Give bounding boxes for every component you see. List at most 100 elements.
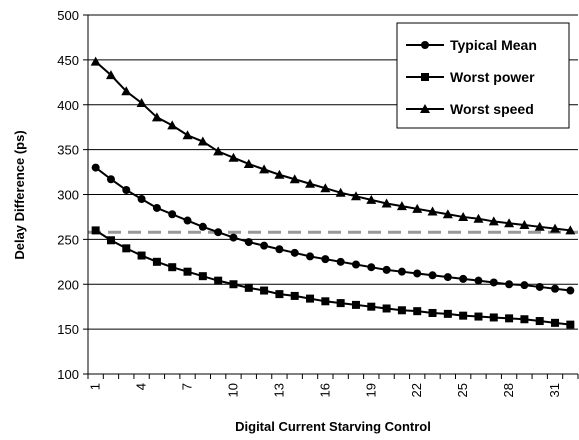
y-tick-label: 400 <box>57 98 79 113</box>
legend: Typical Mean Worst power Worst speed <box>396 22 570 129</box>
y-axis-ticks: 100 150 200 250 300 350 400 450 500 <box>57 8 88 382</box>
data-point-worst-power <box>244 283 253 292</box>
data-point-worst-power <box>306 294 315 303</box>
data-point-typical-mean <box>183 216 192 225</box>
data-point-worst-speed <box>427 206 438 216</box>
x-axis-ticks: 1 4 7 10 13 16 19 22 25 28 31 <box>87 374 579 397</box>
data-point-worst-speed <box>366 194 377 204</box>
data-point-typical-mean <box>566 286 575 295</box>
x-tick-label: 16 <box>317 383 332 397</box>
data-point-worst-power <box>428 308 437 317</box>
data-point-worst-power <box>443 309 452 318</box>
x-tick-label: 7 <box>180 383 195 390</box>
y-tick-label: 300 <box>57 188 79 203</box>
data-point-worst-power <box>290 291 299 300</box>
data-point-typical-mean <box>428 271 437 280</box>
legend-marker-worst-power <box>421 73 429 81</box>
y-tick-label: 450 <box>57 53 79 68</box>
data-point-typical-mean <box>459 274 468 283</box>
legend-label-typical-mean: Typical Mean <box>450 37 537 53</box>
data-point-worst-power <box>152 257 161 266</box>
x-tick-label: 25 <box>455 383 470 397</box>
data-point-typical-mean <box>152 203 161 212</box>
grid-lines <box>88 14 578 330</box>
data-point-worst-power <box>168 263 177 272</box>
data-point-worst-power <box>413 307 422 316</box>
series-typical-mean <box>91 163 575 295</box>
data-point-typical-mean <box>290 248 299 257</box>
data-point-worst-speed <box>213 146 224 156</box>
data-point-worst-speed <box>550 223 561 233</box>
data-point-worst-power <box>459 311 468 320</box>
data-point-worst-speed <box>335 187 346 197</box>
y-tick-label: 200 <box>57 277 79 292</box>
data-point-worst-power <box>367 302 376 311</box>
data-point-typical-mean <box>122 186 131 195</box>
data-point-worst-speed <box>243 158 254 168</box>
data-point-worst-speed <box>534 221 545 231</box>
data-point-typical-mean <box>505 280 514 289</box>
data-point-typical-mean <box>321 255 330 264</box>
data-point-typical-mean <box>551 284 560 293</box>
data-point-worst-power <box>397 306 406 315</box>
data-point-worst-power <box>535 317 544 326</box>
x-tick-label: 31 <box>547 383 562 397</box>
data-point-worst-speed <box>396 201 407 211</box>
data-point-worst-power <box>489 313 498 322</box>
x-tick-label: 1 <box>88 383 103 390</box>
data-point-worst-speed <box>90 56 101 66</box>
series-line-worst-power <box>95 229 571 326</box>
y-tick-label: 350 <box>57 143 79 158</box>
data-point-typical-mean <box>474 276 483 285</box>
data-point-worst-power <box>321 297 330 306</box>
data-point-typical-mean <box>351 260 360 269</box>
data-point-typical-mean <box>214 228 223 237</box>
data-point-worst-speed <box>305 178 316 188</box>
data-point-worst-power <box>122 244 131 253</box>
data-point-worst-speed <box>488 216 499 226</box>
data-point-worst-power <box>382 304 391 313</box>
data-point-worst-speed <box>381 198 392 208</box>
data-point-worst-power <box>91 226 100 235</box>
series-worst-speed <box>90 56 576 235</box>
data-point-worst-speed <box>259 164 270 174</box>
data-point-typical-mean <box>275 245 284 254</box>
data-point-worst-speed <box>105 70 116 80</box>
data-point-worst-speed <box>442 209 453 219</box>
x-tick-label: 13 <box>271 383 286 397</box>
legend-label-worst-speed: Worst speed <box>450 101 534 117</box>
series-line-typical-mean <box>95 166 571 292</box>
data-point-worst-power <box>183 267 192 276</box>
data-point-typical-mean <box>443 273 452 282</box>
data-point-worst-power <box>566 320 575 329</box>
data-point-typical-mean <box>168 210 177 219</box>
data-point-worst-speed <box>151 112 162 122</box>
data-point-worst-power <box>505 314 514 323</box>
y-tick-label: 250 <box>57 232 79 247</box>
data-point-worst-speed <box>167 120 178 130</box>
y-tick-label: 100 <box>57 367 79 382</box>
data-point-typical-mean <box>489 278 498 287</box>
data-point-worst-speed <box>412 203 423 213</box>
data-point-worst-power <box>198 272 207 281</box>
data-point-worst-power <box>106 236 115 245</box>
data-point-worst-speed <box>350 191 361 201</box>
data-point-worst-speed <box>182 130 193 140</box>
legend-marker-worst-speed <box>420 104 430 113</box>
data-point-worst-speed <box>121 86 132 96</box>
x-tick-label: 4 <box>134 383 149 390</box>
data-point-worst-power <box>551 318 560 327</box>
series-worst-power <box>91 226 575 329</box>
data-point-typical-mean <box>306 252 315 261</box>
data-point-worst-speed <box>197 136 208 146</box>
y-tick-label: 500 <box>57 8 79 23</box>
data-point-worst-power <box>260 286 269 295</box>
data-point-worst-speed <box>519 220 530 230</box>
data-point-typical-mean <box>397 267 406 276</box>
data-point-worst-power <box>214 276 223 285</box>
data-point-worst-speed <box>473 213 484 223</box>
x-tick-label: 28 <box>501 383 516 397</box>
data-point-typical-mean <box>367 263 376 272</box>
data-point-typical-mean <box>336 257 345 266</box>
